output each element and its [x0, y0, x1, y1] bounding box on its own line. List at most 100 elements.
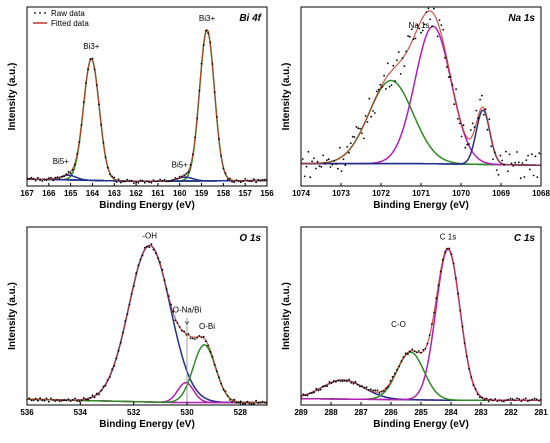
- raw-data-point: [388, 85, 391, 88]
- raw-data-point: [505, 399, 507, 402]
- raw-data-point: [534, 155, 537, 158]
- raw-data-point: [104, 384, 107, 387]
- raw-data-point: [444, 251, 446, 253]
- raw-data-point: [422, 348, 425, 351]
- raw-data-point: [484, 108, 487, 111]
- raw-data-point: [337, 379, 339, 382]
- plot-area: [27, 28, 267, 185]
- x-tick-label: 1072: [372, 189, 390, 198]
- x-tick-label: 159: [195, 189, 209, 198]
- raw-data-point: [305, 165, 308, 168]
- raw-data-point: [126, 178, 129, 181]
- raw-data-point: [111, 175, 113, 178]
- raw-data-point: [394, 80, 397, 82]
- raw-data-point: [366, 121, 369, 123]
- raw-data-point: [58, 400, 61, 403]
- raw-data-point: [490, 145, 493, 148]
- raw-data-point: [95, 84, 98, 86]
- raw-data-point: [341, 380, 344, 383]
- raw-data-point: [378, 392, 381, 395]
- raw-data-point: [496, 400, 499, 403]
- raw-data-point: [403, 65, 406, 67]
- raw-data-point: [211, 63, 214, 65]
- raw-data-point: [322, 154, 325, 157]
- x-tick-label: 288: [324, 408, 338, 417]
- raw-data-point: [113, 176, 116, 179]
- raw-data-point: [306, 394, 309, 397]
- x-tick-label: 156: [260, 189, 274, 198]
- raw-data-point: [333, 159, 336, 162]
- x-axis-label: Binding Energy (eV): [99, 200, 195, 211]
- raw-data-point: [58, 178, 61, 180]
- raw-data-point: [255, 399, 257, 402]
- x-tick-label: 285: [414, 408, 428, 417]
- raw-data-point: [383, 74, 385, 77]
- raw-data-point: [154, 180, 157, 183]
- raw-data-point: [69, 172, 72, 175]
- raw-data-point: [519, 177, 522, 180]
- raw-data-point: [28, 397, 31, 400]
- raw-data-point: [47, 177, 50, 180]
- raw-data-point: [447, 76, 450, 78]
- raw-data-point: [365, 386, 368, 388]
- raw-data-point: [56, 399, 59, 401]
- raw-data-point: [501, 159, 504, 162]
- raw-data-point: [511, 398, 514, 400]
- component-peak-2: [301, 351, 541, 401]
- peak-annotation: Bi5+: [172, 160, 189, 169]
- raw-data-point: [479, 396, 481, 399]
- raw-data-point: [487, 400, 490, 403]
- panel-na1s: 1074 1073 1072 1071 1070 1069 1068 Binding Ener…: [281, 6, 550, 211]
- raw-data-point: [389, 379, 392, 382]
- raw-data-point: [407, 35, 409, 37]
- raw-data-point: [209, 41, 212, 44]
- raw-data-point: [61, 399, 63, 402]
- raw-data-point: [165, 180, 168, 183]
- raw-data-point: [416, 24, 419, 27]
- raw-data-point: [353, 136, 356, 139]
- raw-data-point: [345, 380, 348, 383]
- raw-data-point: [213, 91, 216, 94]
- raw-data-point: [452, 262, 455, 265]
- raw-data-point: [207, 32, 210, 35]
- raw-data-point: [178, 326, 181, 328]
- component-peak-1: [301, 79, 541, 166]
- raw-data-point: [98, 393, 100, 396]
- raw-data-point: [39, 179, 41, 182]
- raw-data-point: [375, 90, 378, 93]
- raw-data-point: [421, 29, 424, 32]
- raw-data-point: [259, 401, 262, 404]
- raw-data-point: [351, 135, 354, 138]
- raw-data-point: [495, 169, 498, 172]
- raw-data-point: [377, 88, 380, 91]
- raw-data-point: [161, 179, 164, 182]
- raw-data-point: [154, 252, 157, 255]
- raw-data-point: [220, 155, 223, 157]
- raw-data-point: [91, 57, 94, 60]
- peak-annotation: O-Na/Bi: [173, 306, 202, 315]
- raw-data-point: [433, 7, 435, 10]
- peak-annotation: Na 1s: [409, 21, 430, 30]
- raw-data-point: [530, 153, 533, 156]
- raw-data-point: [417, 350, 420, 352]
- raw-data-point: [405, 50, 408, 53]
- raw-data-point: [308, 392, 311, 395]
- raw-data-point: [468, 368, 470, 370]
- raw-data-point: [533, 397, 536, 400]
- raw-data-point: [413, 350, 416, 352]
- raw-data-point: [402, 356, 405, 359]
- x-tick-label: 1071: [412, 189, 430, 198]
- raw-data-point: [50, 176, 52, 179]
- raw-data-point: [451, 83, 454, 86]
- raw-data-point: [507, 398, 510, 401]
- panel-title: Na 1s: [508, 13, 535, 24]
- raw-data-point: [449, 75, 452, 78]
- raw-data-point: [512, 165, 515, 167]
- raw-data-point: [80, 399, 83, 402]
- raw-data-point: [311, 160, 313, 163]
- raw-data-point: [30, 176, 33, 179]
- component-peak-3: [301, 109, 541, 166]
- raw-data-point: [436, 35, 439, 38]
